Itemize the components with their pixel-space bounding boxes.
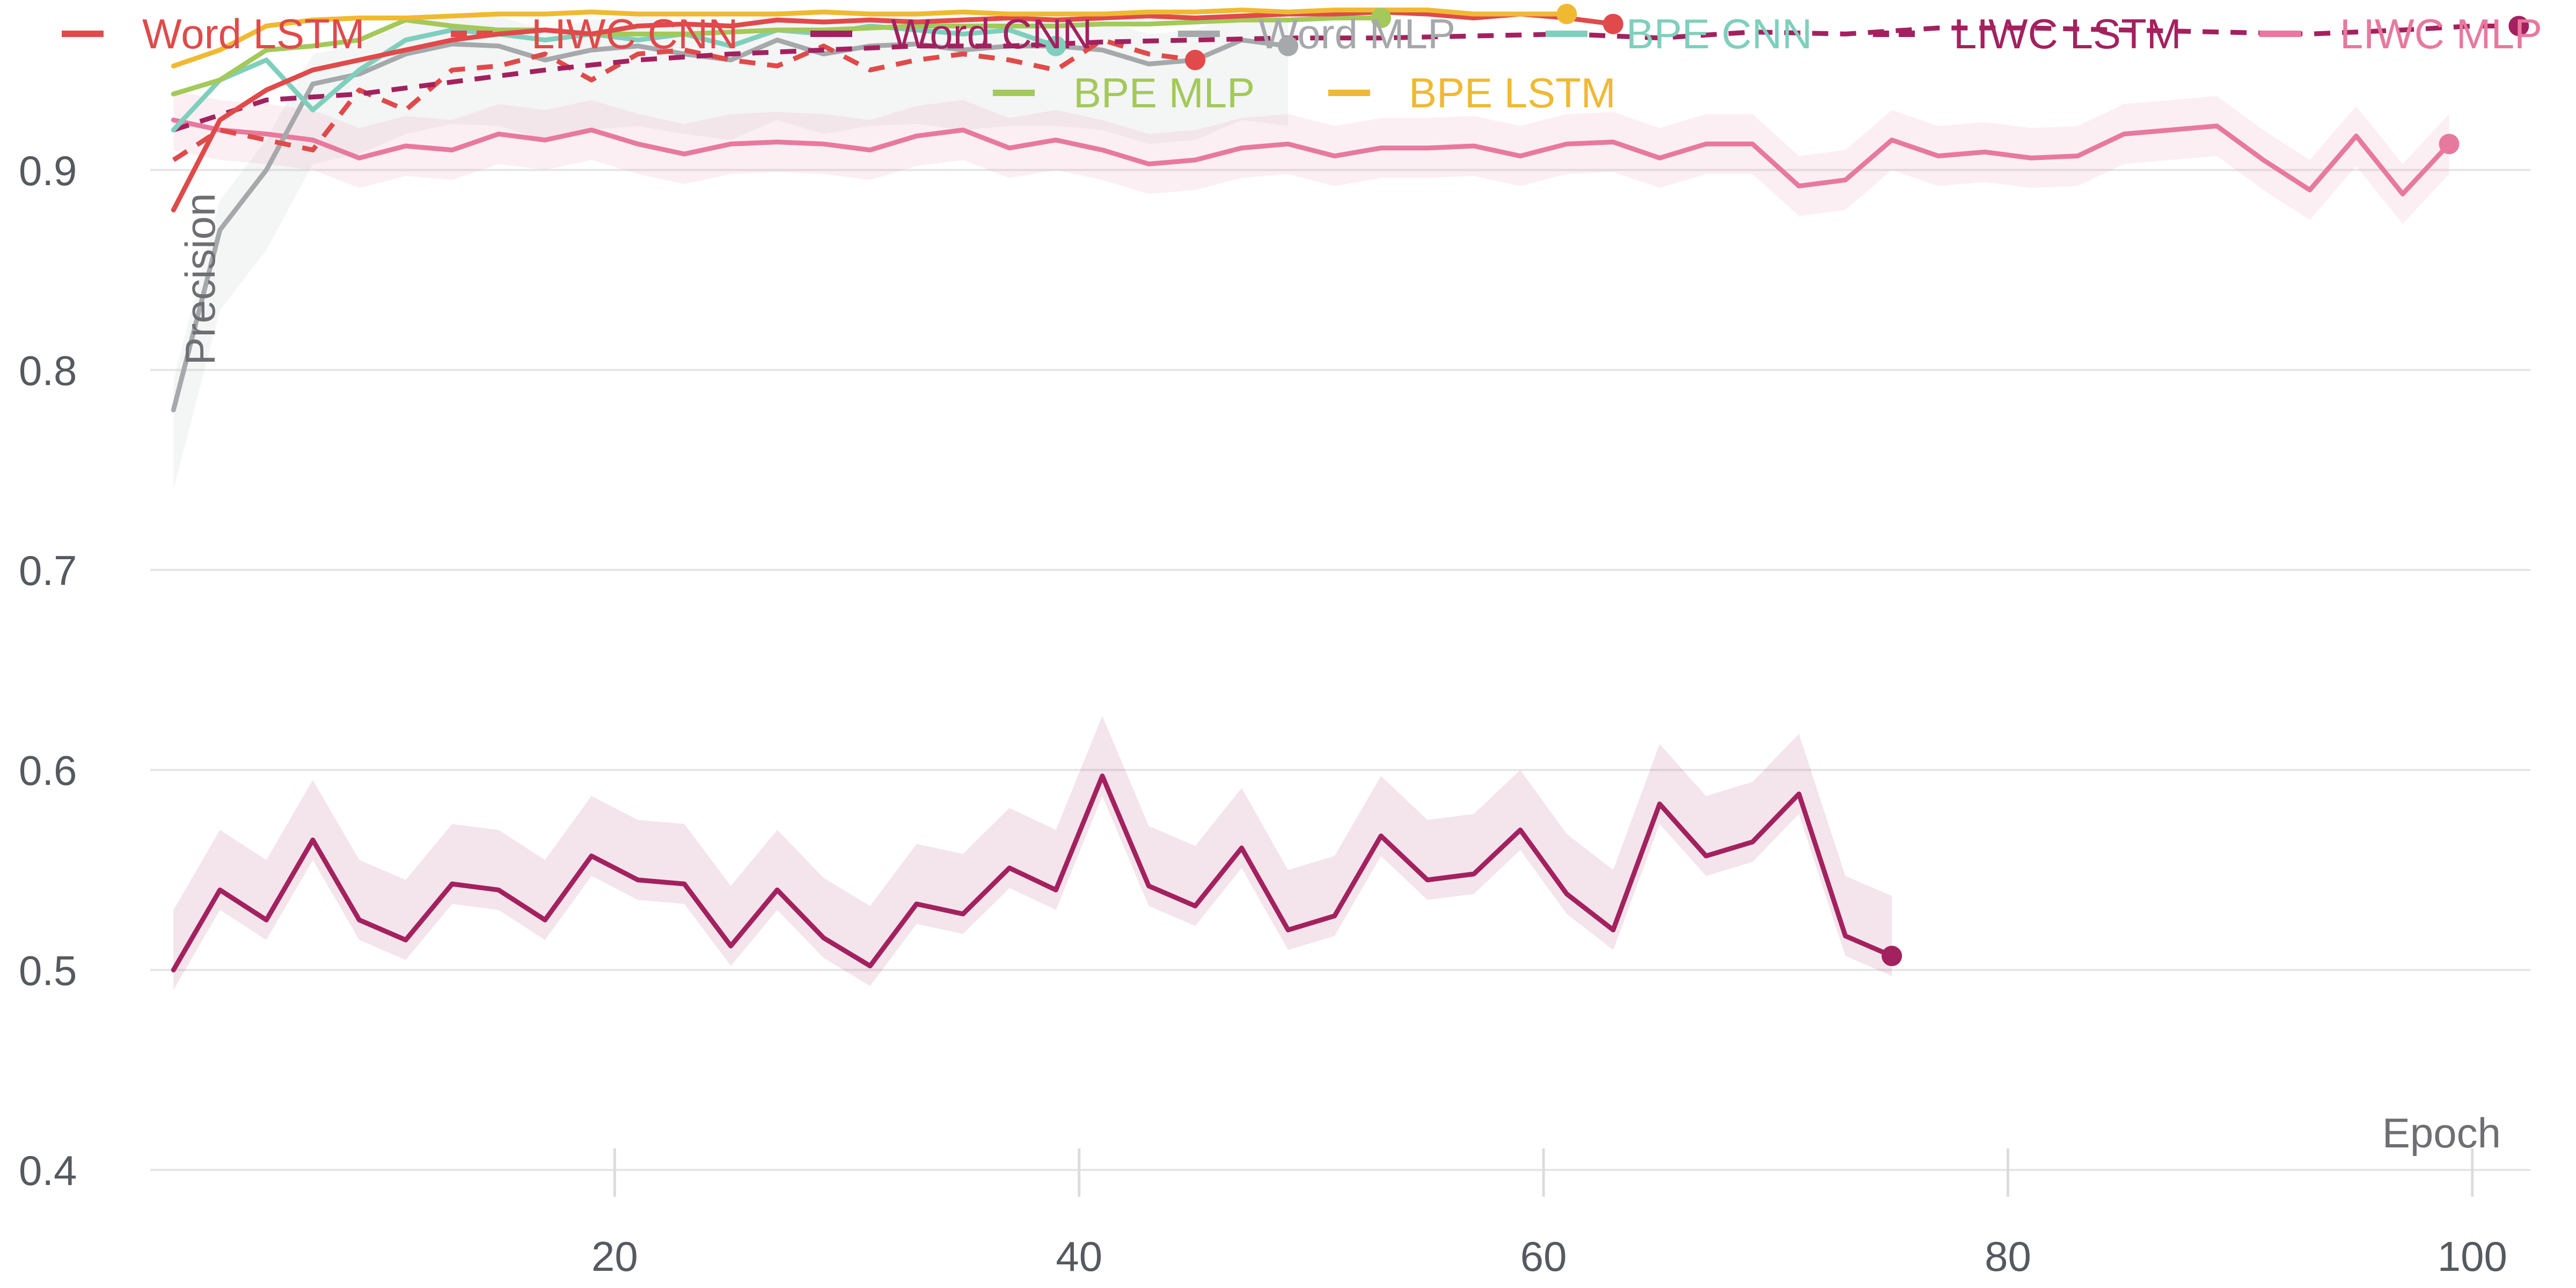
liwc-cnn-line [172, 38, 1196, 162]
series-end-markers [1045, 4, 2529, 967]
legend-label: LIWC LSTM [1953, 10, 2182, 57]
y-tick-label: 0.9 [19, 147, 77, 194]
y-tick-label: 0.4 [19, 1147, 77, 1194]
variance-bands [173, 10, 2449, 990]
x-tick-label: 100 [2438, 1233, 2507, 1280]
legend-item-liwc-mlp[interactable]: LIWC MLP [2259, 10, 2542, 57]
legend-label: Word CNN [891, 10, 1093, 57]
legend-label: LIWC CNN [531, 10, 738, 57]
bpe-lstm-line [171, 8, 1569, 69]
word-mlp-end-marker [1278, 35, 1299, 56]
legend-label: BPE MLP [1073, 69, 1255, 116]
y-axis-tick-labels: 0.4 0.5 0.6 0.7 0.8 0.9 [19, 147, 77, 1194]
legend-item-liwc-lstm[interactable]: LIWC LSTM [1873, 10, 2182, 57]
word-cnn-band [173, 716, 1892, 990]
word-cnn-end-marker [1882, 946, 1902, 967]
word-cnn-line [171, 773, 1894, 972]
legend[interactable]: Word LSTM LIWC CNN Word CNN Word MLP BPE CNN… [62, 10, 2542, 116]
y-axis-label: Precision [177, 193, 224, 365]
bpe-mlp-line [171, 16, 1384, 97]
liwc-lstm-end-marker [2508, 16, 2529, 36]
legend-item-word-cnn[interactable]: Word CNN [810, 10, 1093, 57]
word-lstm-end-marker [1602, 13, 1623, 34]
bpe-cnn-end-marker [1045, 35, 1066, 56]
legend-label: Word MLP [1258, 10, 1455, 57]
word-mlp-line [171, 38, 1291, 413]
x-tick-label: 40 [1056, 1233, 1102, 1280]
legend-item-liwc-cnn[interactable]: LIWC CNN [451, 10, 738, 57]
legend-label: LIWC MLP [2340, 10, 2542, 57]
bpe-cnn-line [171, 23, 1058, 133]
legend-item-bpe-mlp[interactable]: BPE MLP [993, 69, 1255, 116]
y-tick-label: 0.8 [19, 347, 77, 394]
liwc-mlp-band [173, 90, 2449, 224]
y-tick-label: 0.5 [19, 947, 77, 994]
y-tick-label: 0.6 [19, 747, 77, 794]
liwc-mlp-line [171, 118, 2452, 196]
x-tick-label: 60 [1520, 1233, 1567, 1280]
liwc-mlp-end-marker [2439, 134, 2460, 155]
bpe-mlp-end-marker [1371, 8, 1392, 28]
x-axis-label: Epoch [2382, 1109, 2501, 1157]
legend-item-bpe-cnn[interactable]: BPE CNN [1546, 10, 1812, 57]
bpe-lstm-end-marker [1556, 4, 1577, 25]
x-tick-label: 20 [591, 1233, 638, 1280]
legend-item-word-lstm[interactable]: Word LSTM [62, 10, 365, 57]
legend-label: BPE LSTM [1409, 69, 1616, 116]
legend-label: Word LSTM [142, 10, 365, 57]
liwc-lstm-line [172, 23, 2519, 133]
y-tick-label: 0.7 [19, 547, 77, 594]
x-tick-label: 80 [1985, 1233, 2031, 1280]
legend-item-word-mlp[interactable]: Word MLP [1178, 10, 1455, 57]
liwc-cnn-end-marker [1185, 49, 1206, 70]
x-axis-tick-labels: 20 40 60 80 100 [591, 1148, 2507, 1280]
legend-item-bpe-lstm[interactable]: BPE LSTM [1328, 69, 1616, 116]
legend-label: BPE CNN [1626, 10, 1812, 57]
horizontal-gridlines [150, 169, 2530, 1171]
